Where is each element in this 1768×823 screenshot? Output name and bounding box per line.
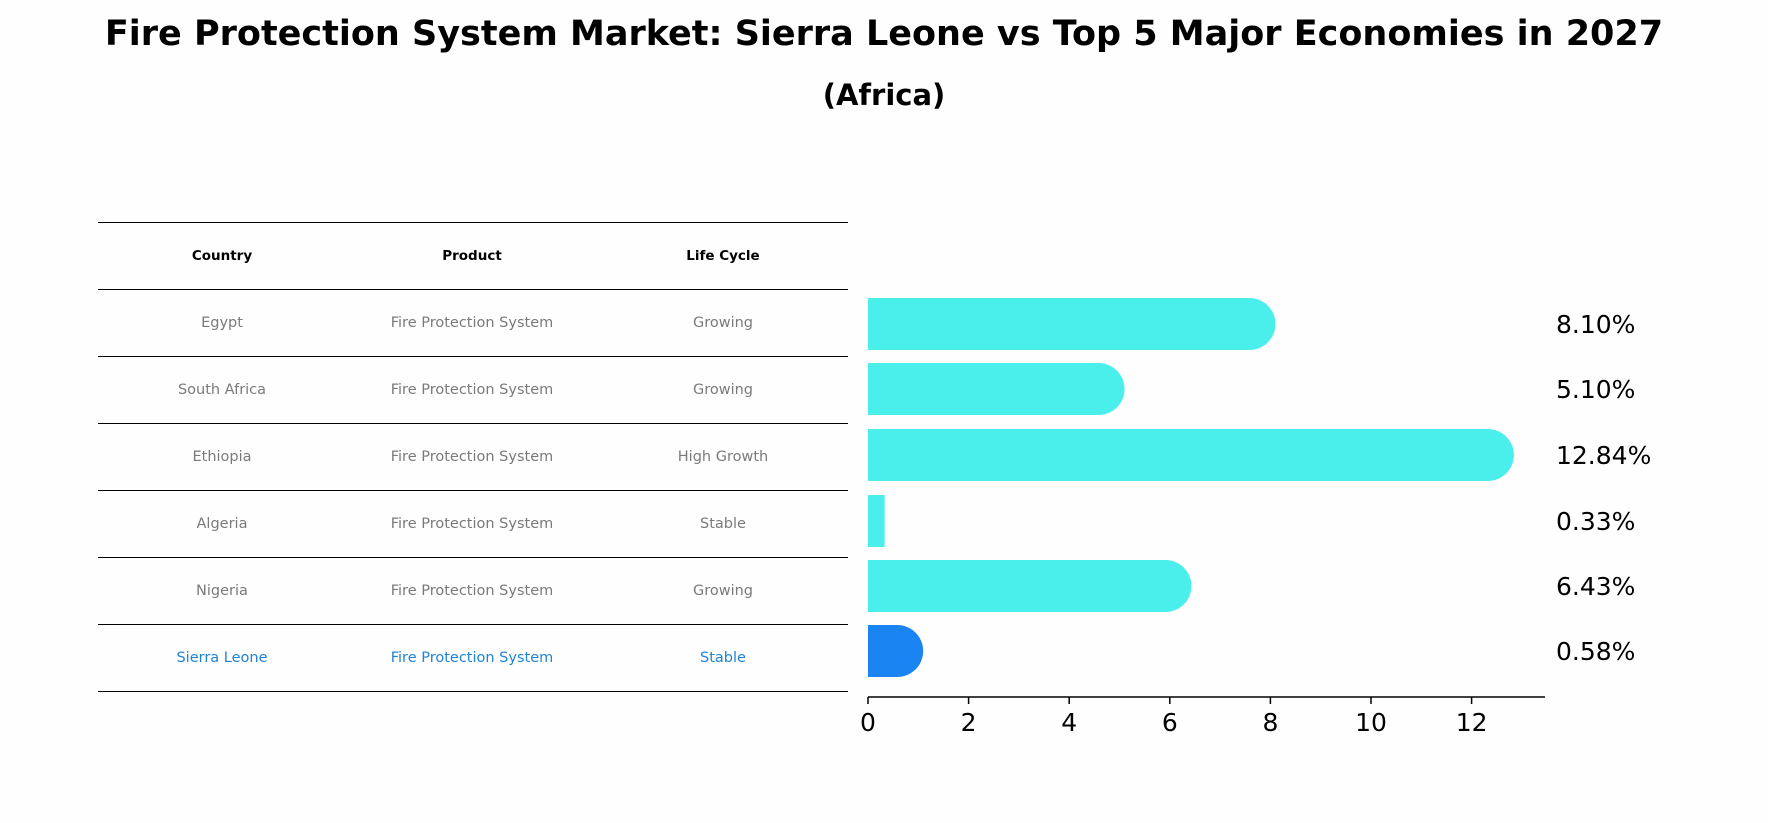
bar-egypt <box>868 298 1276 350</box>
bar-sierra-leone <box>868 625 924 677</box>
country-table: Country Product Life Cycle Egypt Fire Pr… <box>98 222 848 692</box>
cell-product: Fire Protection System <box>390 315 554 331</box>
bar-ethiopia <box>868 429 1514 481</box>
cell-life-cycle: Growing <box>692 583 754 599</box>
cell-product: Fire Protection System <box>390 382 554 398</box>
table-row: Nigeria Fire Protection System Growing <box>98 558 848 625</box>
data-label: 5.10% <box>1556 375 1635 404</box>
cell-country: Algeria <box>196 516 248 532</box>
chart-title: Fire Protection System Market: Sierra Le… <box>104 14 1664 54</box>
table-row: Algeria Fire Protection System Stable <box>98 491 848 558</box>
cell-product: Fire Protection System <box>390 650 554 666</box>
x-tick-label: 6 <box>1162 708 1178 737</box>
cell-life-cycle: Stable <box>700 516 746 532</box>
header-country: Country <box>191 248 253 264</box>
cell-product: Fire Protection System <box>390 516 554 532</box>
cell-country: Egypt <box>201 315 243 331</box>
cell-product: Fire Protection System <box>390 583 554 599</box>
bar-south-africa <box>868 363 1125 415</box>
table-row: South Africa Fire Protection System Grow… <box>98 357 848 424</box>
cell-country: South Africa <box>177 382 267 398</box>
data-label: 8.10% <box>1556 310 1635 339</box>
x-tick-label: 0 <box>860 708 876 737</box>
table-row-highlight: Sierra Leone Fire Protection System Stab… <box>98 625 848 692</box>
x-tick-label: 4 <box>1061 708 1077 737</box>
cell-country: Ethiopia <box>192 449 252 465</box>
table-row: Ethiopia Fire Protection System High Gro… <box>98 424 848 491</box>
x-tick-label: 12 <box>1456 708 1488 737</box>
x-tick-label: 2 <box>961 708 977 737</box>
bar-nigeria <box>868 560 1192 612</box>
data-label: 6.43% <box>1556 572 1635 601</box>
header-life-cycle: Life Cycle <box>686 248 760 264</box>
cell-life-cycle: High Growth <box>677 449 769 465</box>
cell-country: Sierra Leone <box>176 650 268 666</box>
cell-country: Nigeria <box>196 583 248 599</box>
header-product: Product <box>442 248 502 264</box>
data-label: 0.33% <box>1556 507 1635 536</box>
table-row: Egypt Fire Protection System Growing <box>98 290 848 357</box>
x-tick-label: 10 <box>1355 708 1387 737</box>
bar-algeria <box>868 495 885 547</box>
cell-life-cycle: Growing <box>692 315 754 331</box>
cell-life-cycle: Stable <box>700 650 746 666</box>
cell-product: Fire Protection System <box>390 449 554 465</box>
chart-subtitle: (Africa) <box>822 78 946 112</box>
table-header-row: Country Product Life Cycle <box>98 222 848 290</box>
x-tick-label: 8 <box>1262 708 1278 737</box>
data-label: 12.84% <box>1556 441 1651 470</box>
data-label: 0.58% <box>1556 637 1635 666</box>
cell-life-cycle: Growing <box>692 382 754 398</box>
